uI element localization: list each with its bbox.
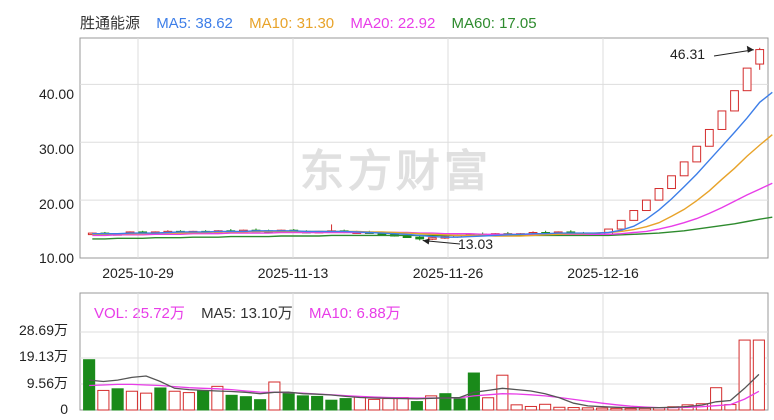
volume-bar [97, 389, 110, 411]
volume-bar [211, 385, 224, 411]
volume-panel-frame [79, 292, 769, 411]
price-y-tick: 30.00 [38, 141, 74, 157]
candle-body [679, 161, 689, 177]
vol-legend: VOL: 25.72万 [94, 305, 185, 322]
high-price-arrowhead [746, 45, 754, 53]
stock-name: 胜通能源 [80, 15, 141, 32]
candle-body [629, 210, 639, 221]
ma5-legend: MA5: 38.62 [156, 15, 233, 32]
volume-bar [382, 398, 395, 411]
price-y-tick: 40.00 [38, 86, 74, 102]
vol-ma10-legend: MA10: 6.88万 [308, 305, 401, 322]
candle-body [717, 110, 727, 130]
candle-body [755, 49, 765, 65]
candle-body [667, 175, 676, 190]
volume-bar [111, 388, 124, 411]
candle-body [692, 145, 702, 163]
volume-bar [296, 395, 309, 411]
price-y-tick: 10.00 [38, 250, 74, 266]
volume-bar [182, 392, 195, 411]
volume-y-tick: 0 [60, 401, 68, 417]
candle-body [616, 219, 626, 230]
low-price-label: 13.03 [458, 236, 494, 252]
volume-bar [496, 374, 509, 411]
volume-bar [524, 405, 537, 411]
watermark: 东方财富 [300, 147, 492, 196]
x-tick: 2025-12-16 [567, 265, 639, 281]
volume-bar [268, 381, 281, 411]
high-price-label: 46.31 [670, 46, 706, 62]
volume-bar [439, 393, 452, 411]
volume-bar [638, 407, 651, 411]
volume-bar [610, 407, 623, 411]
ma60-legend: MA60: 17.05 [451, 15, 537, 32]
candle-body [427, 237, 437, 240]
volume-bar [482, 397, 495, 411]
volume-ma5-line [89, 373, 760, 409]
candle-body [415, 236, 425, 240]
volume-bar [624, 408, 637, 411]
candle-body [730, 90, 739, 112]
volume-bar [225, 394, 238, 411]
x-tick: 2025-10-29 [102, 265, 174, 281]
volume-y-tick: 19.13万 [18, 348, 68, 364]
volume-bar [567, 407, 580, 411]
candle-body [641, 199, 651, 212]
x-tick: 2025-11-26 [412, 265, 484, 281]
candle-body [654, 188, 664, 201]
volume-bar [553, 406, 566, 411]
volume-bar [282, 392, 295, 411]
volume-bar [539, 403, 552, 411]
volume-bar [125, 390, 138, 411]
volume-bar [168, 390, 181, 411]
ma10-legend: MA10: 31.30 [249, 15, 335, 32]
volume-bar [410, 401, 423, 411]
high-price-arrow [713, 49, 754, 57]
price-legend: 胜通能源 MA5: 38.62 MA10: 31.30 MA20: 22.92 … [80, 12, 549, 33]
volume-bar [596, 407, 609, 411]
volume-bar [254, 399, 267, 411]
volume-bar [353, 396, 366, 411]
candle-body [704, 128, 714, 147]
volume-bar [311, 395, 324, 411]
volume-bar [738, 339, 751, 411]
volume-bar [154, 387, 167, 411]
volume-bar [581, 407, 594, 411]
volume-bar [396, 396, 409, 411]
volume-bar [510, 404, 523, 411]
ma5-line [92, 91, 773, 238]
candle-body [402, 235, 412, 238]
candle-body [742, 67, 752, 92]
volume-bar [239, 396, 252, 411]
volume-bar [325, 399, 338, 411]
volume-bar [339, 398, 352, 411]
low-price-arrowhead [422, 238, 430, 245]
x-tick: 2025-11-13 [257, 265, 329, 281]
ma20-line [92, 182, 773, 237]
price-panel-frame [79, 37, 769, 259]
price-y-tick: 20.00 [38, 196, 74, 212]
volume-bar [140, 392, 153, 411]
volume-y-tick: 28.69万 [18, 322, 68, 338]
ma20-legend: MA20: 22.92 [350, 15, 436, 32]
volume-bar [368, 398, 381, 411]
vol-ma5-legend: MA5: 13.10万 [201, 305, 293, 322]
volume-legend: VOL: 25.72万 MA5: 13.10万 MA10: 6.88万 [94, 302, 413, 323]
volume-bar [197, 390, 210, 411]
ma60-line [92, 216, 773, 240]
volume-bar [710, 387, 723, 411]
volume-bar [425, 395, 438, 411]
volume-bar [453, 398, 466, 411]
volume-y-tick: 9.56万 [26, 375, 68, 391]
